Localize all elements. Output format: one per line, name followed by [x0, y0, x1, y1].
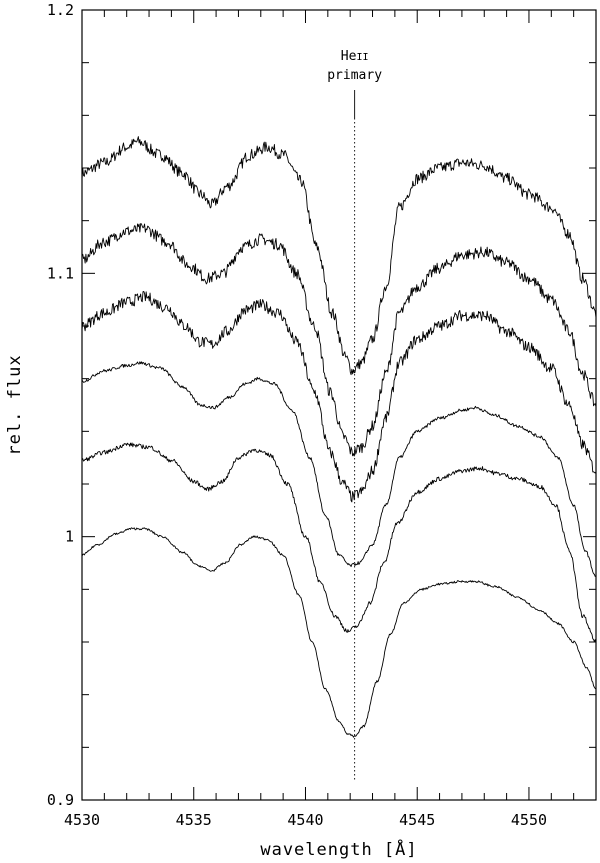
y-tick-label: 1.2	[47, 1, 74, 19]
x-axis-label: wavelength [Å]	[260, 838, 417, 860]
spectrum-line-5	[81, 442, 597, 643]
annotation-primary: primary	[327, 68, 382, 83]
spectrum-line-3	[81, 291, 597, 503]
y-tick-label: 1.1	[47, 264, 74, 282]
x-tick-label: 4535	[176, 811, 212, 829]
annotation-ion-stage: II	[356, 52, 368, 63]
spectrum-line-2	[81, 223, 597, 457]
y-axis-label: rel. flux	[5, 354, 25, 455]
plot-frame	[81, 9, 597, 801]
annotation-he-ii: HeII	[341, 49, 369, 64]
spectrum-line-4	[81, 361, 597, 577]
spectrum-line-6	[81, 527, 597, 738]
x-tick-label: 4530	[64, 811, 100, 829]
axis-ticks	[81, 9, 597, 801]
y-tick-label: 0.9	[47, 791, 74, 809]
spectra-group	[81, 136, 597, 738]
spectrum-line-1	[81, 136, 597, 376]
x-tick-label: 4550	[511, 811, 547, 829]
x-tick-label: 4545	[399, 811, 435, 829]
axis-tick-labels: 4530 4535 4540 4545 4550 0.9 1 1.1 1.2	[47, 1, 547, 829]
x-tick-label: 4540	[287, 811, 323, 829]
annotation-element: He	[341, 49, 357, 64]
y-tick-label: 1	[65, 528, 74, 546]
